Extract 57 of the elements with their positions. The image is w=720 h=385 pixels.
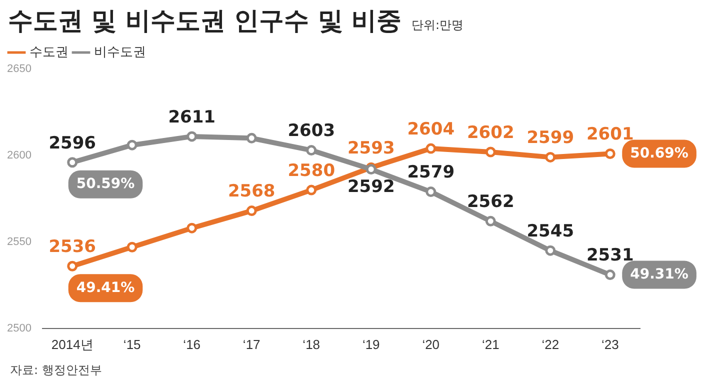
chart-subtitle: 단위:만명 (412, 17, 464, 34)
point (126, 242, 138, 252)
point (126, 140, 138, 150)
point (426, 186, 436, 198)
point (246, 132, 257, 144)
data-label: 2601 (586, 124, 634, 145)
legend-label: 수도권 (30, 44, 68, 60)
y-tick-label: 2500 (6, 322, 32, 334)
x-tick-label: ‘20 (422, 336, 440, 352)
data-label: 2580 (288, 160, 336, 181)
x-tick-label: ‘18 (302, 336, 320, 352)
x-tick-label: ‘21 (482, 336, 500, 352)
data-label: 2602 (466, 122, 514, 143)
annotation: 49.41% (76, 280, 135, 296)
data-label: 2603 (288, 121, 336, 142)
point (604, 148, 616, 159)
data-label: 2611 (168, 107, 216, 128)
x-tick-label: ‘22 (542, 336, 560, 352)
data-label: 2531 (586, 246, 634, 266)
data-label: 2545 (526, 222, 574, 242)
x-tick-label: ‘15 (123, 336, 141, 352)
chart-title: 수도권 및 비수도권 인구수 및 비중 (8, 5, 402, 37)
point (306, 184, 317, 196)
point (67, 157, 78, 168)
point (485, 216, 496, 226)
x-tick-label: 2014년 (51, 336, 94, 352)
point (604, 270, 616, 280)
point (306, 145, 317, 156)
point (485, 146, 496, 158)
data-label: 2568 (228, 182, 276, 202)
x-tick-label: ‘19 (362, 336, 380, 352)
legend-label: 비수도권 (94, 44, 146, 60)
x-tick-label: ‘17 (242, 336, 260, 352)
y-tick-label: 2550 (6, 236, 32, 248)
point (426, 143, 436, 154)
annotation: 49.31% (630, 266, 688, 282)
data-label: 2592 (347, 177, 395, 198)
text: 자료: 행정안전부 (10, 362, 102, 379)
x-tick-label: ‘16 (183, 336, 201, 352)
data-label: 2536 (48, 237, 96, 258)
point (186, 222, 198, 234)
point (545, 245, 556, 256)
annotation: 50.69% (630, 145, 688, 162)
data-label: 2599 (526, 128, 574, 148)
point (67, 260, 78, 272)
data-label: 2579 (407, 162, 455, 183)
x-tick-label: ‘23 (601, 336, 619, 352)
data-label: 2593 (347, 138, 395, 158)
data-label: 2562 (466, 192, 514, 212)
data-label: 2596 (48, 133, 96, 154)
data-label: 2604 (407, 119, 455, 140)
y-tick-label: 2650 (6, 63, 32, 76)
point (246, 206, 257, 216)
point (186, 131, 198, 142)
point (545, 152, 556, 162)
annotation: 50.59% (76, 176, 135, 192)
y-tick-label: 2600 (6, 150, 32, 162)
